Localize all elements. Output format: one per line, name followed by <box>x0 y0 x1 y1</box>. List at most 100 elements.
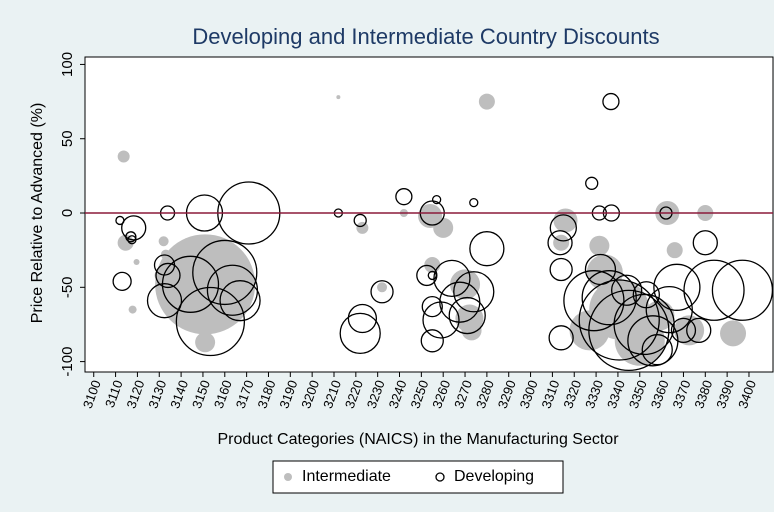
y-tick-label: -50 <box>59 276 76 298</box>
x-tick-label: 3270 <box>451 378 475 410</box>
legend-label: Developing <box>454 468 534 485</box>
bubble-filled <box>133 259 140 266</box>
bubble-hollow <box>611 274 643 306</box>
x-axis-label: Product Categories (NAICS) in the Manufa… <box>217 431 619 448</box>
x-tick-label: 3160 <box>211 378 235 410</box>
bubble-hollow <box>547 230 573 256</box>
x-tick-label: 3390 <box>713 378 737 410</box>
bubble-hollow <box>563 270 625 332</box>
x-tick-label: 3370 <box>670 378 694 410</box>
bubble-hollow <box>121 215 147 241</box>
bubble-filled <box>461 320 482 341</box>
x-tick-label: 3130 <box>145 378 169 410</box>
bubble-hollow <box>370 280 394 304</box>
bubble-filled <box>589 235 610 256</box>
bubble-filled <box>128 305 137 314</box>
bubble-hollow <box>175 286 246 357</box>
bubble-hollow <box>339 312 381 355</box>
bubble-hollow <box>112 271 132 292</box>
bubble-hollow <box>127 235 137 245</box>
bubble-hollow <box>347 303 378 334</box>
bubble-hollow <box>670 317 697 344</box>
bubble-hollow <box>427 270 437 281</box>
x-tick-label: 3230 <box>364 378 388 410</box>
bubble-hollow <box>395 188 413 206</box>
x-tick-label: 3200 <box>298 378 322 410</box>
x-tick-label: 3260 <box>429 378 453 410</box>
x-tick-label: 3170 <box>233 378 257 410</box>
bubble-hollow <box>353 213 367 228</box>
bubble-hollow <box>219 280 261 322</box>
bubble-hollow <box>146 283 183 319</box>
x-tick-label: 3400 <box>735 378 759 410</box>
bubble-filled <box>158 236 169 247</box>
legend-label: Intermediate <box>302 468 391 485</box>
x-tick-label: 3300 <box>517 378 541 410</box>
bubble-hollow <box>653 263 701 311</box>
bubble-hollow <box>613 293 675 356</box>
bubble-hollow <box>155 262 181 289</box>
x-tick-label: 3240 <box>386 378 410 410</box>
bubble-filled <box>674 315 705 346</box>
plot <box>112 92 773 372</box>
bubble-hollow <box>422 301 460 339</box>
legend-marker <box>435 472 445 482</box>
x-tick-label: 3250 <box>407 378 431 410</box>
bubble-hollow <box>469 231 505 267</box>
bubble-filled <box>666 242 683 259</box>
bubble-filled <box>195 332 216 353</box>
bubble-hollow <box>692 230 718 256</box>
bubble-hollow <box>421 295 443 318</box>
bubble-hollow <box>548 325 574 351</box>
x-tick-label: 3340 <box>604 378 628 410</box>
bubble-hollow <box>686 317 712 344</box>
x-tick-label: 3310 <box>538 378 562 410</box>
x-tick-label: 3120 <box>123 378 147 410</box>
bubble-hollow <box>549 214 577 242</box>
x-tick-label: 3290 <box>495 378 519 410</box>
bubble-filled <box>117 150 130 163</box>
bubble-filled <box>450 269 481 300</box>
x-tick-label: 3210 <box>320 378 344 410</box>
legend-marker <box>284 473 292 481</box>
bubble-filled <box>553 208 578 233</box>
chart-title: Developing and Intermediate Country Disc… <box>192 24 659 49</box>
x-tick-label: 3220 <box>342 378 366 410</box>
x-tick-label: 3350 <box>626 378 650 410</box>
bubble-filled <box>155 234 256 335</box>
bubble-hollow <box>711 259 773 321</box>
bubble-hollow <box>645 285 693 334</box>
bubble-filled <box>356 221 369 234</box>
y-tick-label: 0 <box>59 209 76 217</box>
x-tick-label: 3180 <box>255 378 279 410</box>
bubble-hollow <box>578 279 660 361</box>
bubble-hollow <box>549 257 573 282</box>
bubble-hollow <box>192 239 258 306</box>
bubble-hollow <box>469 197 479 208</box>
bubble-filled <box>377 282 388 293</box>
x-tick-label: 3280 <box>473 378 497 410</box>
x-tick-label: 3380 <box>691 378 715 410</box>
x-tick-label: 3100 <box>80 378 104 410</box>
legend <box>272 460 564 494</box>
bubble-hollow <box>585 176 599 190</box>
bubble-hollow <box>683 259 745 321</box>
x-tick-label: 3110 <box>102 378 126 409</box>
bubble-filled <box>720 320 747 347</box>
y-tick-label: 50 <box>59 130 76 147</box>
bubble-filled <box>553 234 570 251</box>
x-tick-label: 3320 <box>560 378 584 410</box>
bubble-hollow <box>433 259 471 298</box>
y-tick-label: -100 <box>59 347 76 377</box>
y-axis-label: Price Relative to Advanced (%) <box>29 103 46 324</box>
bubble-filled <box>336 95 341 100</box>
bubble-hollow <box>420 329 444 353</box>
bubble-hollow <box>161 255 220 313</box>
x-tick-label: 3330 <box>582 378 606 410</box>
bubble-hollow <box>602 92 620 111</box>
bubble-hollow <box>641 334 673 366</box>
x-tick-label: 3140 <box>167 378 191 410</box>
bubble-hollow <box>581 270 637 326</box>
bubble-hollow <box>431 194 442 205</box>
